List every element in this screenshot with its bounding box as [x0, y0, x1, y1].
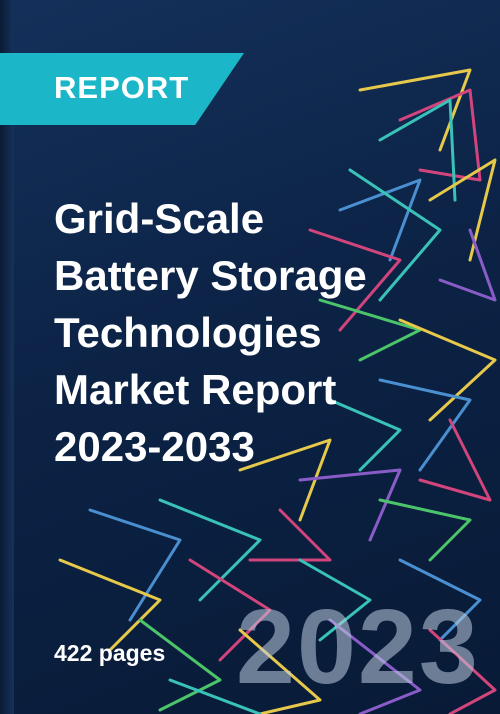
year-watermark: 2023 — [236, 588, 480, 706]
decor-line — [308, 228, 402, 332]
page-count: 422 pages — [54, 640, 166, 666]
decor-line — [398, 558, 482, 642]
decor-line — [138, 618, 222, 712]
title-line: Technologies — [54, 309, 322, 356]
report-title: Grid-Scale Battery Storage Technologies … — [54, 190, 474, 475]
decor-line — [358, 68, 472, 152]
decor-line — [378, 498, 472, 562]
decor-line — [418, 418, 492, 502]
report-badge — [0, 53, 244, 125]
decor-line — [378, 98, 457, 202]
decor-line — [168, 678, 262, 714]
decor-line — [348, 168, 442, 302]
title-line: Market Report — [54, 366, 337, 413]
decor-line — [328, 618, 422, 714]
decor-line — [398, 318, 497, 422]
decor-line — [438, 228, 497, 302]
decor-line — [188, 558, 272, 662]
decor-line — [88, 508, 182, 622]
decor-line — [398, 88, 482, 182]
decor-line — [238, 438, 332, 522]
decor-line — [248, 508, 332, 562]
decor-line — [298, 468, 402, 542]
title-line: Battery Storage — [54, 252, 367, 299]
decor-line — [428, 628, 497, 714]
decor-line — [428, 158, 497, 262]
report-badge-label: REPORT — [54, 70, 190, 105]
title-line: Grid-Scale — [54, 195, 265, 242]
decor-line — [338, 178, 422, 262]
book-spine — [0, 0, 14, 714]
decor-line — [378, 378, 472, 472]
decor-line — [238, 628, 322, 714]
decor-line — [328, 398, 402, 472]
title-line: 2023-2033 — [54, 423, 255, 470]
decor-line — [58, 558, 162, 652]
